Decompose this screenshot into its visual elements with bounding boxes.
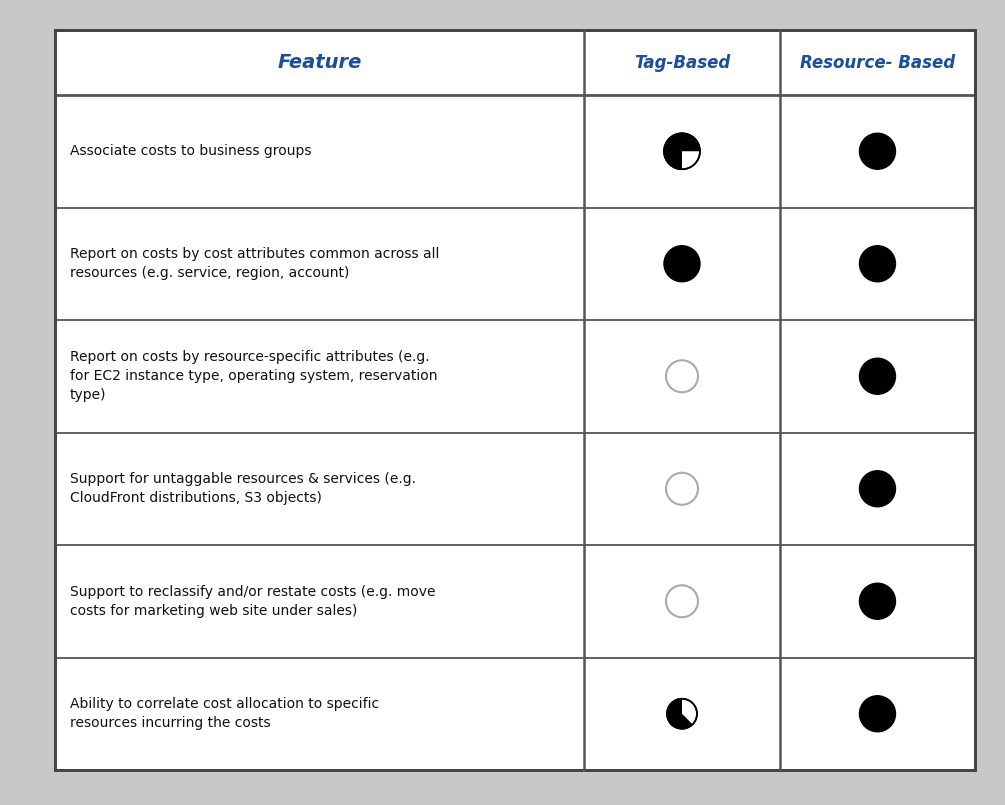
Circle shape — [859, 358, 895, 394]
Text: Resource- Based: Resource- Based — [800, 53, 955, 72]
Circle shape — [664, 246, 699, 282]
Text: Support for untaggable resources & services (e.g.
CloudFront distributions, S3 o: Support for untaggable resources & servi… — [70, 473, 416, 506]
Text: Tag-Based: Tag-Based — [634, 53, 730, 72]
Circle shape — [859, 584, 895, 619]
Circle shape — [859, 246, 895, 282]
Circle shape — [859, 696, 895, 732]
Text: Support to reclassify and/or restate costs (e.g. move
costs for marketing web si: Support to reclassify and/or restate cos… — [70, 584, 435, 617]
Text: Associate costs to business groups: Associate costs to business groups — [70, 144, 312, 159]
Circle shape — [664, 134, 699, 169]
Circle shape — [666, 585, 698, 617]
Circle shape — [859, 471, 895, 507]
Text: Report on costs by resource-specific attributes (e.g.
for EC2 instance type, ope: Report on costs by resource-specific att… — [70, 350, 437, 402]
Text: Report on costs by cost attributes common across all
resources (e.g. service, re: Report on costs by cost attributes commo… — [70, 247, 439, 280]
Circle shape — [666, 473, 698, 505]
Circle shape — [859, 134, 895, 169]
Wedge shape — [667, 699, 692, 729]
Circle shape — [666, 361, 698, 392]
Circle shape — [667, 699, 697, 729]
Text: Ability to correlate cost allocation to specific
resources incurring the costs: Ability to correlate cost allocation to … — [70, 697, 379, 730]
Wedge shape — [664, 134, 699, 169]
Text: Feature: Feature — [277, 53, 362, 72]
